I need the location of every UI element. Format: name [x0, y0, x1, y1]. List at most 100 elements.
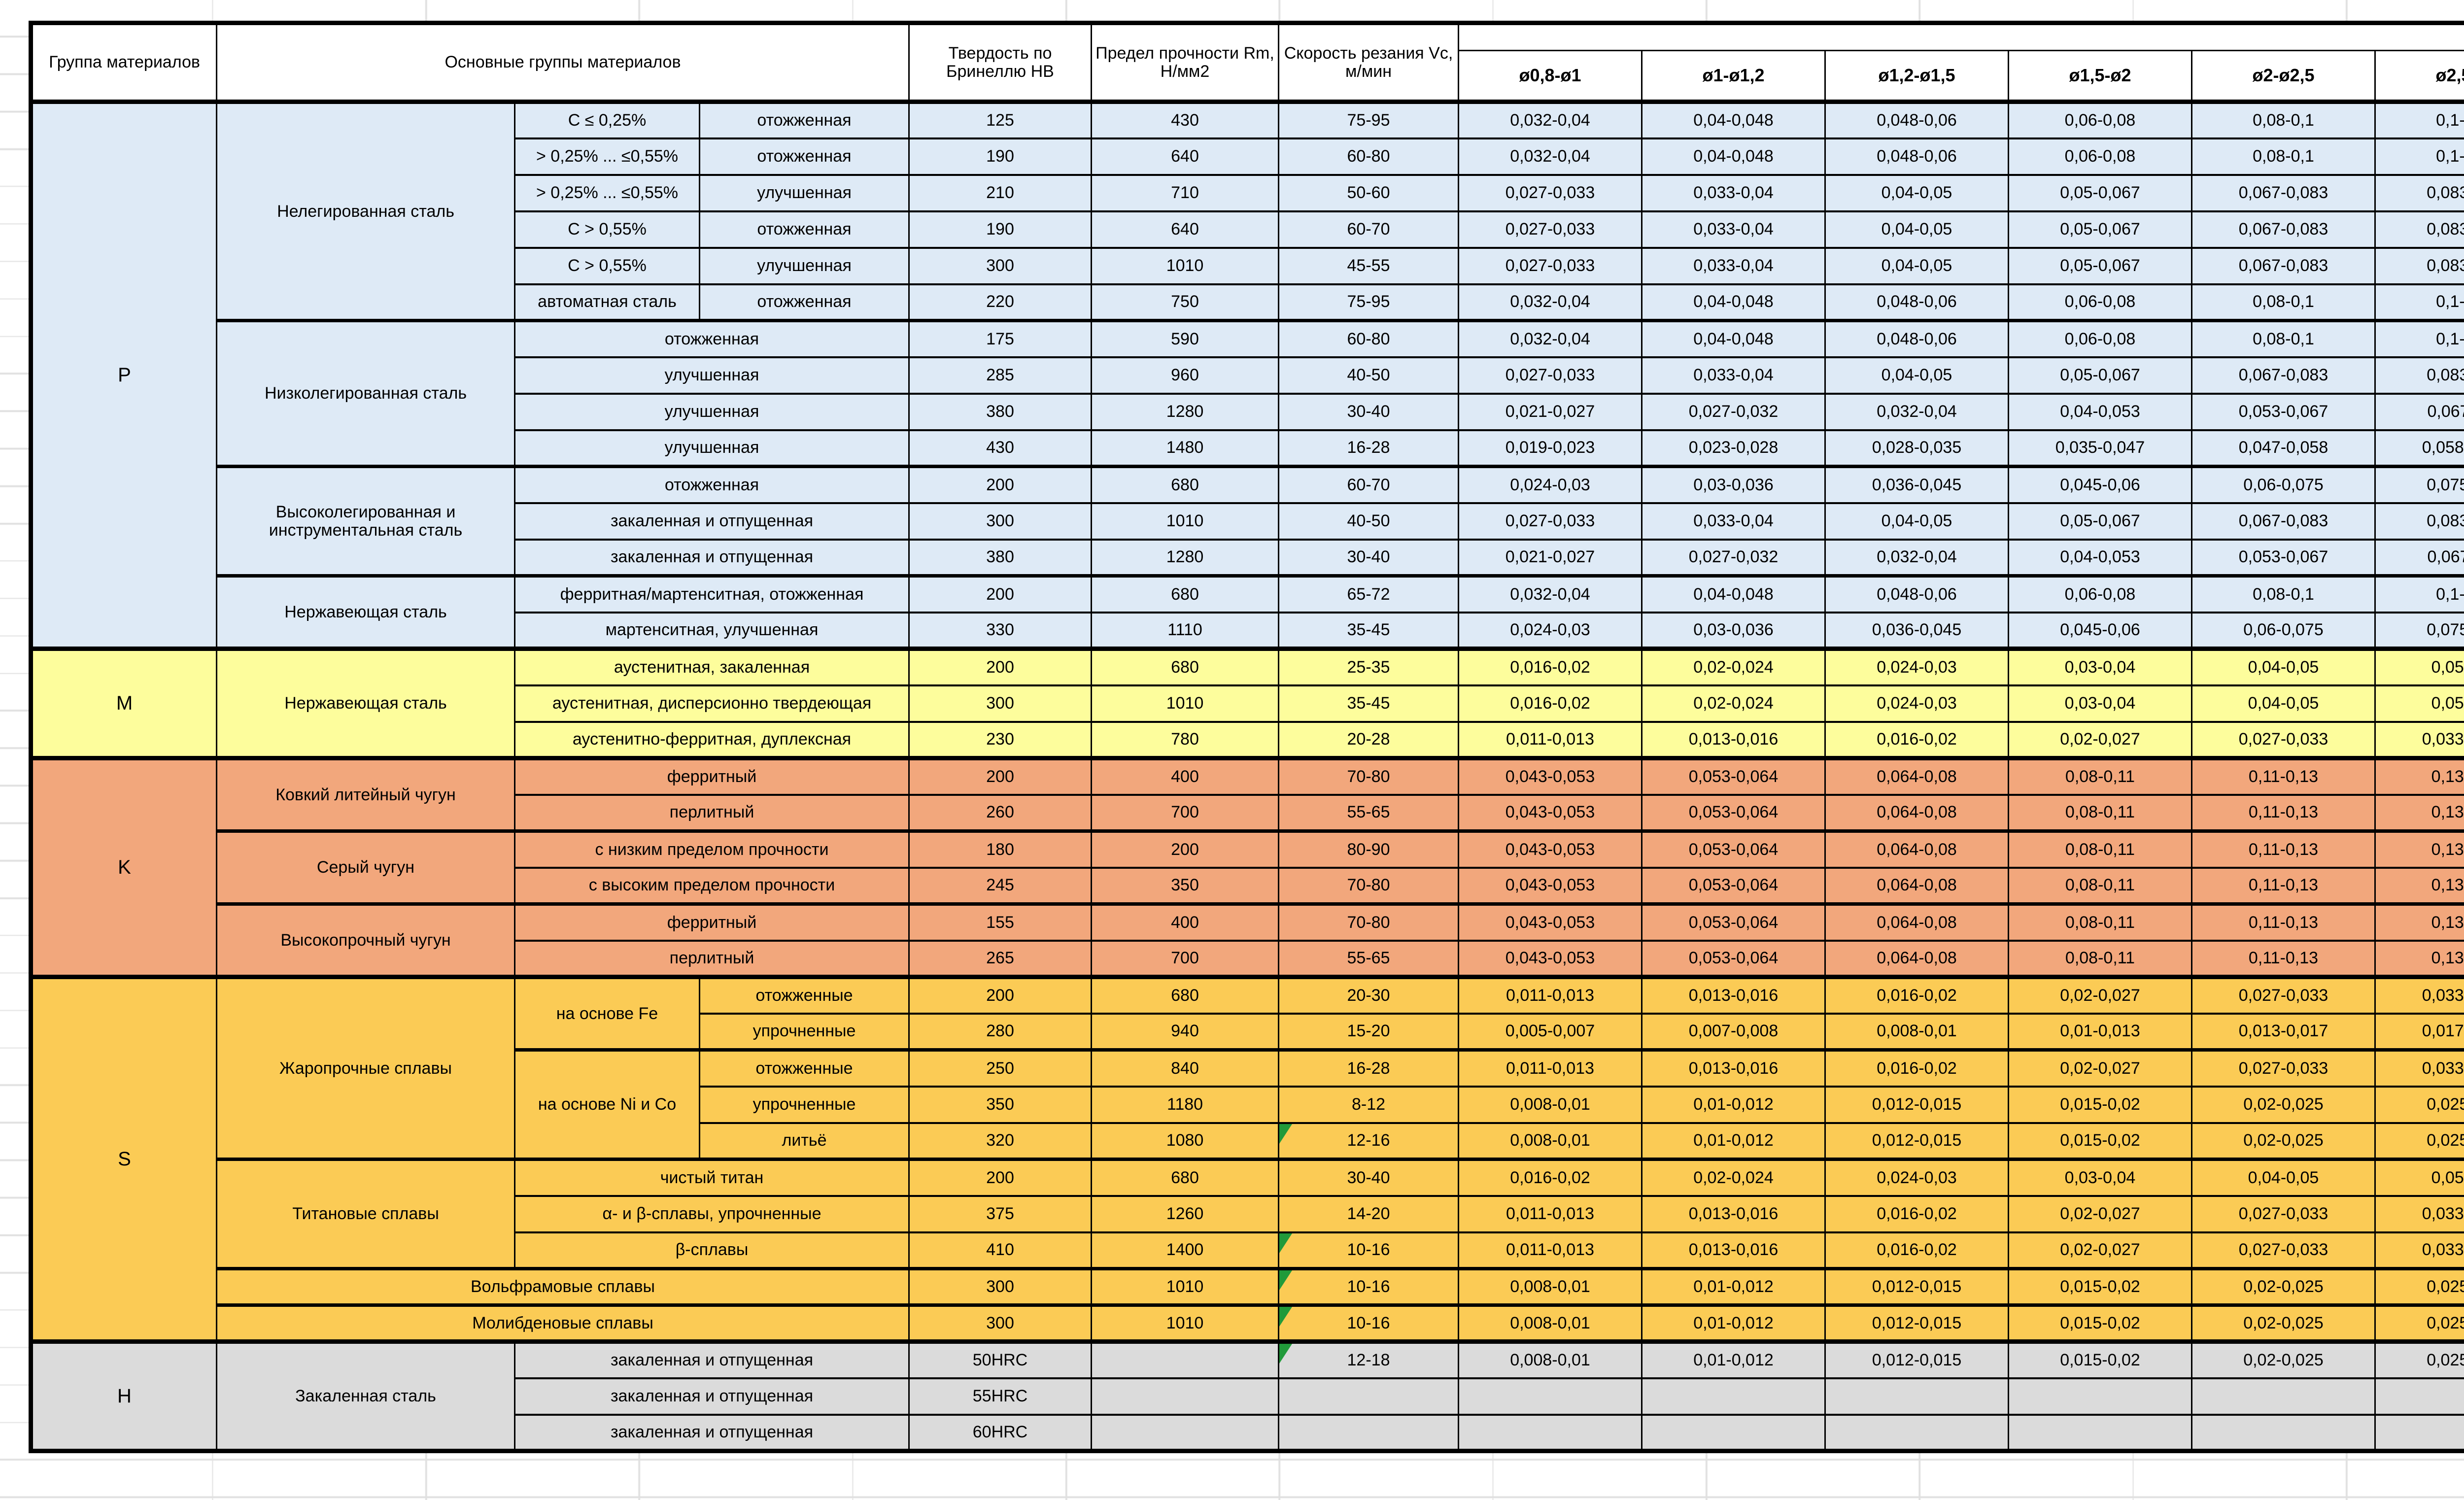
group-letter[interactable]: M: [30, 647, 217, 758]
feed-cell[interactable]: 0,028-0,035: [1824, 429, 2009, 467]
hardness-value[interactable]: 190: [908, 210, 1092, 248]
feed-cell[interactable]: 0,015-0,02: [2008, 1339, 2192, 1378]
hardness-value[interactable]: 300: [908, 502, 1092, 540]
feed-cell[interactable]: 0,053-0,067: [2191, 538, 2376, 576]
hardness-value[interactable]: 125: [908, 100, 1092, 138]
cutting-speed-value[interactable]: 15-20: [1278, 1012, 1459, 1050]
feed-cell[interactable]: 0,02-0,024: [1641, 684, 1826, 722]
strength-value[interactable]: 400: [1091, 902, 1279, 941]
cutting-speed-value[interactable]: 14-20: [1278, 1194, 1459, 1232]
feed-cell[interactable]: 0,036-0,045: [1824, 465, 2009, 503]
feed-cell[interactable]: 0,064-0,08: [1824, 939, 2009, 977]
cutting-speed-value[interactable]: 50-60: [1278, 173, 1459, 211]
feed-cell[interactable]: 0,06-0,075: [2191, 611, 2376, 649]
feed-cell[interactable]: 0,067-0,083: [2191, 356, 2376, 394]
feed-cell[interactable]: 0,033-0,04: [1641, 210, 1826, 248]
feed-cell[interactable]: 0,08-0,1: [2191, 319, 2376, 357]
feed-cell[interactable]: 0,067-0,083: [2191, 246, 2376, 284]
material-condition[interactable]: перлитный: [514, 793, 910, 831]
cutting-speed-value[interactable]: 35-45: [1278, 684, 1459, 722]
feed-cell[interactable]: 0,053-0,064: [1641, 939, 1826, 977]
strength-value[interactable]: 1280: [1091, 392, 1279, 430]
hardness-value[interactable]: 210: [908, 173, 1092, 211]
material-condition[interactable]: ферритный: [514, 902, 910, 941]
material-condition[interactable]: мартенситная, улучшенная: [514, 611, 910, 649]
feed-cell[interactable]: 0,11-0,13: [2191, 902, 2376, 941]
material-name[interactable]: Закаленная сталь: [216, 1339, 515, 1451]
material-condition[interactable]: закаленная и отпущенная: [514, 502, 910, 540]
hardness-value[interactable]: 200: [908, 465, 1092, 503]
feed-cell[interactable]: 0,08-0,1: [2191, 574, 2376, 613]
material-condition[interactable]: аустенитно-ферритная, дуплексная: [514, 720, 910, 758]
feed-cell[interactable]: [2191, 1377, 2376, 1415]
feed-cell[interactable]: 0,027-0,033: [1458, 502, 1643, 540]
feed-cell[interactable]: 0,027-0,033: [2191, 1194, 2376, 1232]
feed-cell[interactable]: 0,013-0,016: [1641, 1048, 1826, 1087]
material-condition[interactable]: чистый титан: [514, 1158, 910, 1196]
feed-cell[interactable]: 0,019-0,023: [1458, 429, 1643, 467]
strength-value[interactable]: 960: [1091, 356, 1279, 394]
material-condition[interactable]: отожженная: [699, 100, 910, 138]
feed-cell[interactable]: 0,064-0,08: [1824, 902, 2009, 941]
feed-cell[interactable]: 0,025-0,04: [2374, 1085, 2464, 1123]
material-condition[interactable]: закаленная и отпущенная: [514, 1377, 910, 1415]
material-condition[interactable]: отожженные: [699, 1048, 910, 1087]
hardness-value[interactable]: 265: [908, 939, 1092, 977]
feed-cell[interactable]: 0,04-0,05: [1824, 173, 2009, 211]
feed-cell[interactable]: 0,008-0,01: [1824, 1012, 2009, 1050]
feed-cell[interactable]: 0,053-0,064: [1641, 756, 1826, 795]
hardness-value[interactable]: 410: [908, 1231, 1092, 1269]
feed-cell[interactable]: 0,048-0,06: [1824, 319, 2009, 357]
material-subtype[interactable]: C > 0,55%: [514, 246, 700, 284]
feed-cell[interactable]: 0,053-0,064: [1641, 793, 1826, 831]
cutting-speed-value[interactable]: 60-70: [1278, 465, 1459, 503]
feed-cell[interactable]: 0,043-0,053: [1458, 756, 1643, 795]
feed-cell[interactable]: 0,02-0,027: [2008, 720, 2192, 758]
cutting-speed-value[interactable]: 70-80: [1278, 866, 1459, 904]
cutting-speed-value[interactable]: 45-55: [1278, 246, 1459, 284]
material-condition[interactable]: упрочненные: [699, 1012, 910, 1050]
feed-cell[interactable]: 0,02-0,025: [2191, 1085, 2376, 1123]
feed-cell[interactable]: 0,083-0,13: [2374, 210, 2464, 248]
strength-value[interactable]: 680: [1091, 647, 1279, 685]
material-condition[interactable]: отожженные: [699, 975, 910, 1014]
feed-cell[interactable]: 0,04-0,05: [2191, 1158, 2376, 1196]
hardness-value[interactable]: 180: [908, 829, 1092, 868]
strength-value[interactable]: 680: [1091, 465, 1279, 503]
hardness-value[interactable]: 200: [908, 647, 1092, 685]
feed-cell[interactable]: 0,058-0,093: [2374, 429, 2464, 467]
strength-value[interactable]: 680: [1091, 1158, 1279, 1196]
feed-cell[interactable]: 0,027-0,033: [1458, 356, 1643, 394]
material-condition[interactable]: ферритная/мартенситная, отожженная: [514, 574, 910, 613]
feed-cell[interactable]: 0,047-0,058: [2191, 429, 2376, 467]
feed-cell[interactable]: 0,04-0,05: [1824, 502, 2009, 540]
hardness-value[interactable]: 200: [908, 1158, 1092, 1196]
hardness-value[interactable]: 330: [908, 611, 1092, 649]
feed-cell[interactable]: 0,012-0,015: [1824, 1267, 2009, 1305]
feed-cell[interactable]: [2008, 1413, 2192, 1451]
cutting-speed-value[interactable]: [1278, 1377, 1459, 1415]
cutting-speed-value[interactable]: 16-28: [1278, 1048, 1459, 1087]
strength-value[interactable]: 640: [1091, 137, 1279, 175]
feed-cell[interactable]: 0,045-0,06: [2008, 465, 2192, 503]
cutting-speed-value[interactable]: 80-90: [1278, 829, 1459, 868]
feed-cell[interactable]: 0,03-0,036: [1641, 465, 1826, 503]
feed-cell[interactable]: 0,11-0,13: [2191, 756, 2376, 795]
material-condition[interactable]: закаленная и отпущенная: [514, 1339, 910, 1378]
hardness-value[interactable]: 430: [908, 429, 1092, 467]
material-subtype[interactable]: > 0,25% ... ≤0,55%: [514, 137, 700, 175]
strength-value[interactable]: 780: [1091, 720, 1279, 758]
strength-value[interactable]: 1280: [1091, 538, 1279, 576]
hardness-value[interactable]: 300: [908, 684, 1092, 722]
strength-value[interactable]: [1091, 1413, 1279, 1451]
feed-cell[interactable]: 0,08-0,11: [2008, 939, 2192, 977]
feed-cell[interactable]: 0,016-0,02: [1824, 720, 2009, 758]
feed-cell[interactable]: 0,008-0,01: [1458, 1085, 1643, 1123]
col-header-material-group[interactable]: Группа материалов: [30, 22, 217, 102]
feed-cell[interactable]: 0,024-0,03: [1824, 647, 2009, 685]
feed-cell[interactable]: [1458, 1413, 1643, 1451]
col-header-feed[interactable]: Подача Fn, мм/об: [1458, 22, 2464, 51]
feed-cell[interactable]: 0,012-0,015: [1824, 1303, 2009, 1342]
feed-cell[interactable]: 0,03-0,036: [1641, 611, 1826, 649]
feed-cell[interactable]: 0,13-0,21: [2374, 902, 2464, 941]
